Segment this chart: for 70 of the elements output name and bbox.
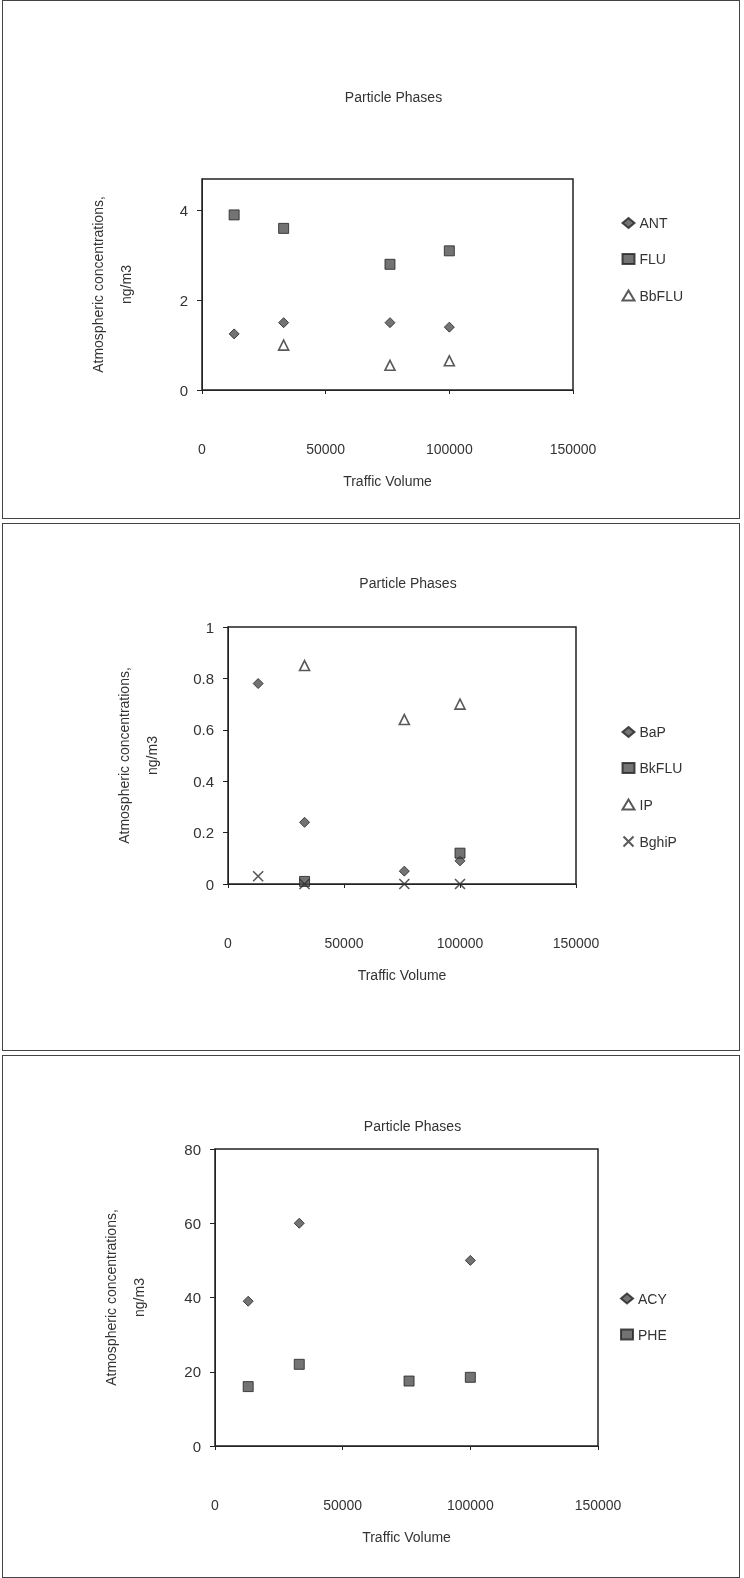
point	[252, 870, 264, 883]
point	[398, 713, 411, 726]
x-tick-label: 150000	[574, 1497, 622, 1513]
chart-title: Particle Phases	[363, 1118, 462, 1134]
y-tick-label: 20	[184, 1363, 201, 1381]
point	[443, 245, 455, 257]
point	[464, 1371, 476, 1383]
legend-label: BghiP	[639, 833, 677, 850]
point	[384, 258, 396, 270]
point	[398, 878, 411, 890]
x-tick-label: 50000	[306, 441, 346, 457]
legend-label: BkFLU	[639, 760, 683, 776]
x-axis-title: Traffic Volume	[362, 1529, 452, 1545]
y-tick-label: 2	[179, 291, 188, 309]
y-tick-label: 60	[184, 1214, 201, 1232]
point	[298, 659, 311, 672]
point	[278, 222, 290, 234]
x-tick-label: 0	[224, 935, 233, 951]
point	[454, 847, 466, 859]
point	[228, 209, 240, 221]
point	[398, 865, 410, 877]
point	[299, 816, 311, 828]
legend-label: PHE	[638, 1326, 667, 1343]
y-axis-title: Atmospheric concentrations, ng/m3	[103, 1209, 147, 1386]
point	[278, 317, 290, 329]
point	[454, 878, 466, 890]
point	[242, 1295, 254, 1307]
point	[277, 339, 290, 351]
chart-title: Particle Phases	[359, 575, 457, 591]
point	[454, 698, 466, 710]
y-tick-label: 0.2	[193, 824, 214, 842]
point	[242, 1381, 254, 1393]
x-tick-label: 50000	[323, 1497, 363, 1513]
y-axis-title: Atmospheric concentrations, ng/m3	[116, 667, 160, 844]
y-axis-title: Atmospheric concentrations, ng/m3	[90, 196, 134, 373]
y-tick-label: 0	[205, 875, 214, 893]
legend-label: ACY	[638, 1290, 668, 1307]
point	[443, 355, 456, 367]
y-tick-label: 0.6	[193, 721, 214, 739]
y-tick-label: 40	[184, 1289, 201, 1306]
legend-label: FLU	[639, 251, 666, 267]
y-tick-label: 1	[205, 618, 214, 636]
point	[384, 317, 396, 329]
point	[464, 1254, 476, 1266]
x-tick-label: 150000	[549, 441, 597, 457]
point	[293, 1358, 305, 1370]
point	[403, 1375, 415, 1387]
x-axis-title: Traffic Volume	[357, 967, 447, 983]
y-tick-label: 0	[179, 381, 188, 399]
x-tick-label: 100000	[446, 1497, 494, 1513]
legend-label: IP	[639, 796, 653, 813]
y-tick-label: 0.8	[193, 669, 214, 687]
x-axis-title: Traffic Volume	[343, 473, 433, 489]
y-tick-label: 0	[192, 1437, 201, 1455]
point	[443, 321, 455, 333]
x-tick-label: 100000	[425, 441, 473, 457]
point	[293, 1217, 305, 1229]
y-tick-label: 80	[184, 1140, 201, 1158]
legend-label: ANT	[639, 215, 668, 231]
point	[228, 328, 240, 340]
point	[252, 678, 264, 690]
y-tick-label: 4	[179, 201, 188, 219]
x-tick-label: 150000	[552, 935, 600, 951]
legend-label: BaP	[639, 724, 666, 740]
y-tick-label: 0.4	[193, 772, 214, 790]
chart-title: Particle Phases	[344, 89, 443, 105]
point	[384, 359, 396, 372]
x-tick-label: 100000	[436, 935, 484, 951]
x-tick-label: 50000	[324, 935, 364, 951]
legend-label: BbFLU	[639, 287, 684, 304]
